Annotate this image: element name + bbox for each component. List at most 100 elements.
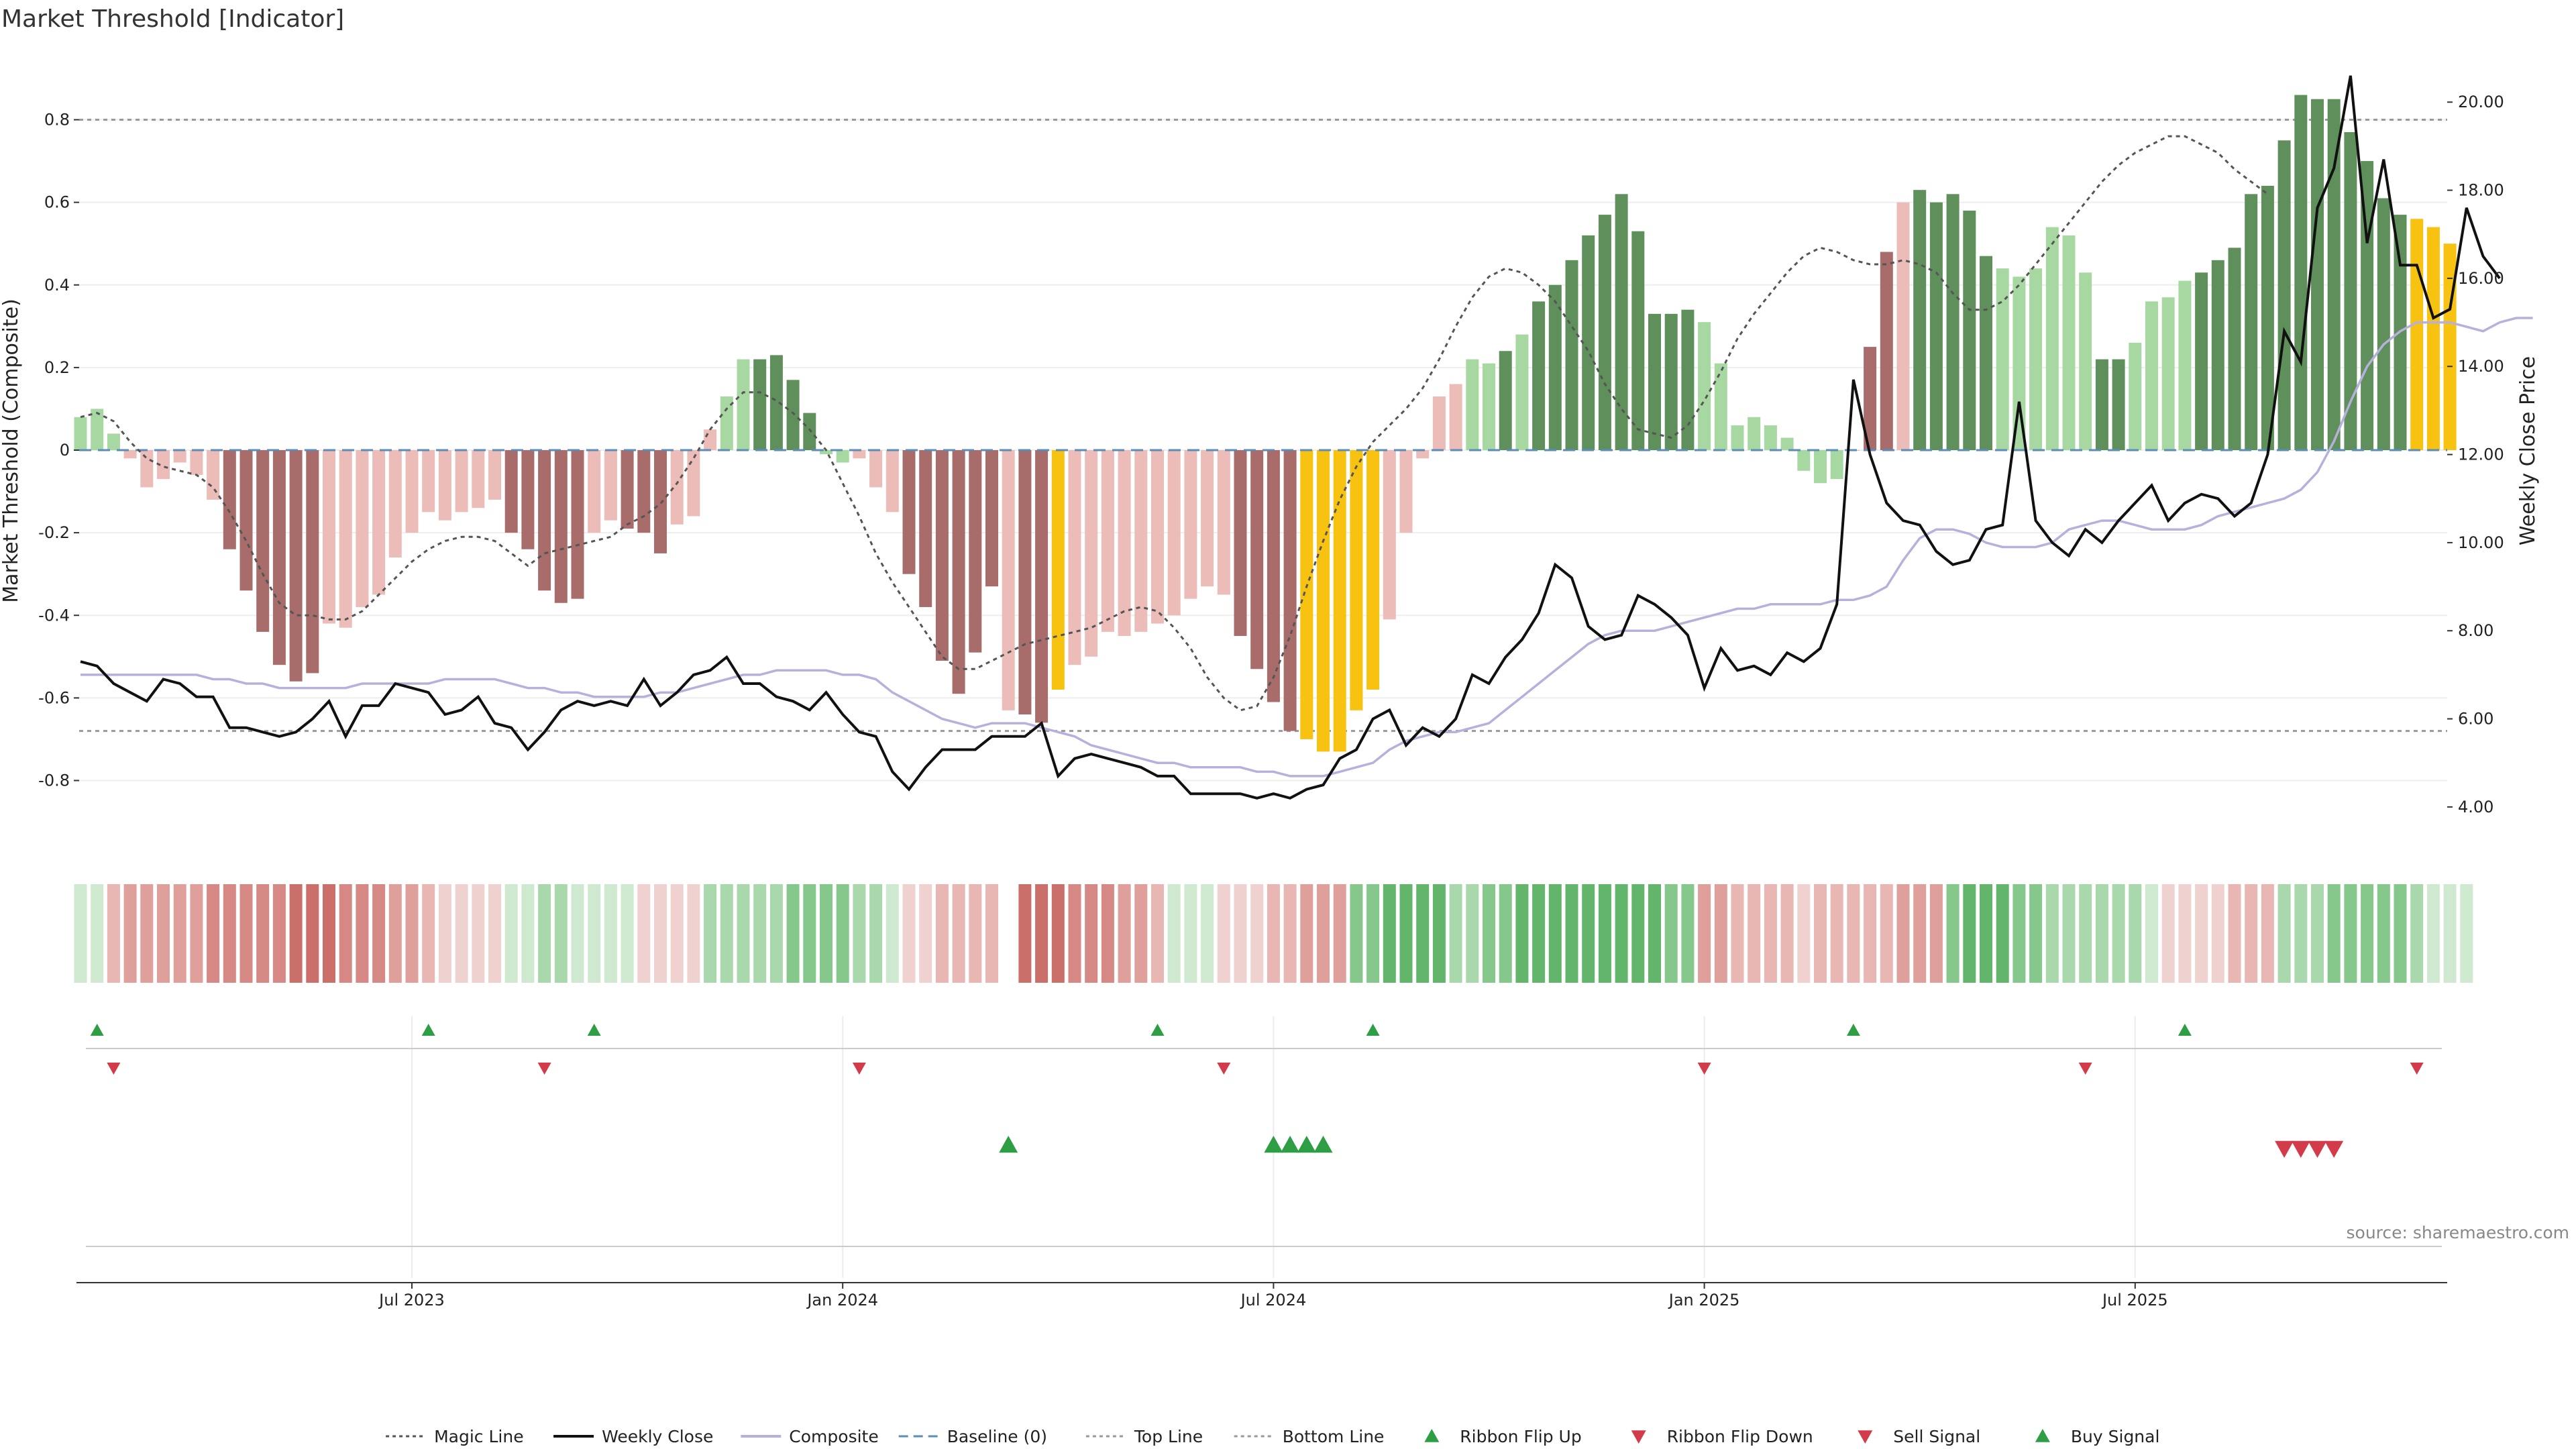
ribbon-cell-53 — [952, 884, 965, 983]
ribbon-cell-98 — [1698, 884, 1711, 983]
ribbon-cell-39 — [720, 884, 733, 983]
legend: Magic Line Weekly Close Composite Baseline … — [386, 1427, 2159, 1446]
ribbon-cell-142 — [2426, 884, 2440, 983]
bar-week-101 — [1748, 417, 1761, 450]
ribbon-cell-34 — [637, 884, 651, 983]
bar-week-55 — [985, 450, 998, 587]
ribbon-cell-77 — [1350, 884, 1363, 983]
ribbon-cell-137 — [2344, 884, 2357, 983]
bar-week-11 — [256, 450, 270, 632]
bar-week-49 — [885, 450, 899, 513]
y-tick-left-4: 0 — [60, 441, 70, 460]
bar-week-61 — [1085, 450, 1098, 657]
ribbon-cell-29 — [554, 884, 568, 983]
ribbon-flip-down-0 — [107, 1063, 121, 1075]
x-tick-label-1: Jan 2024 — [806, 1291, 878, 1309]
ribbon-cell-50 — [902, 884, 916, 983]
bar-week-98 — [1698, 322, 1711, 450]
ribbon-cell-60 — [1068, 884, 1081, 983]
legend-icon-6 — [1424, 1429, 1440, 1442]
bar-week-51 — [919, 450, 932, 607]
ribbon-cell-114 — [1963, 884, 1976, 983]
bar-week-47 — [853, 450, 866, 459]
bar-week-93 — [1615, 194, 1628, 450]
ribbon-flip-down-4 — [1697, 1063, 1711, 1075]
bar-week-102 — [1764, 425, 1777, 450]
y-tick-left-6: 0.4 — [44, 276, 70, 294]
ribbon-cell-143 — [2443, 884, 2457, 983]
bar-week-3 — [123, 450, 137, 459]
ribbon-cell-133 — [2277, 884, 2291, 983]
bar-week-109 — [1880, 252, 1893, 450]
bar-week-37 — [687, 450, 700, 517]
bar-week-30 — [571, 450, 584, 599]
bar-week-41 — [753, 359, 767, 450]
ribbon-cell-97 — [1681, 884, 1695, 983]
ribbon-cell-35 — [654, 884, 667, 983]
ribbon-cell-73 — [1283, 884, 1297, 983]
legend-label-1: Weekly Close — [602, 1427, 713, 1446]
ribbon-cell-37 — [687, 884, 700, 983]
bar-week-104 — [1797, 450, 1811, 471]
ribbon-cell-125 — [2145, 884, 2158, 983]
bar-week-29 — [554, 450, 568, 603]
ribbon-cell-17 — [356, 884, 369, 983]
ribbon-cell-87 — [1515, 884, 1529, 983]
y-tick-left-5: 0.2 — [44, 358, 70, 377]
ribbon-cell-106 — [1830, 884, 1843, 983]
ribbon-cell-95 — [1648, 884, 1661, 983]
legend-label-3: Baseline (0) — [947, 1427, 1047, 1446]
ribbon-cell-66 — [1167, 884, 1181, 983]
bar-week-19 — [388, 450, 402, 558]
ribbon-cell-131 — [2245, 884, 2258, 983]
bar-week-22 — [438, 450, 451, 521]
bar-week-81 — [1416, 450, 1430, 459]
bar-week-44 — [803, 413, 816, 450]
bar-week-8 — [207, 450, 220, 500]
bar-week-133 — [2277, 140, 2291, 450]
ribbon-cell-94 — [1631, 884, 1645, 983]
y-tick-right-1: 6.00 — [2458, 710, 2493, 729]
ribbon-cell-26 — [504, 884, 518, 983]
bar-week-46 — [836, 450, 849, 463]
ribbon-cell-111 — [1913, 884, 1927, 983]
bar-week-82 — [1432, 396, 1446, 450]
ribbon-cell-83 — [1449, 884, 1462, 983]
ribbon-cell-22 — [438, 884, 451, 983]
bar-week-125 — [2145, 301, 2158, 450]
legend-label-4: Top Line — [1134, 1427, 1203, 1446]
bar-week-124 — [2129, 342, 2142, 450]
bar-week-128 — [2195, 272, 2208, 450]
ribbon-cell-31 — [588, 884, 601, 983]
bar-week-85 — [1483, 363, 1495, 450]
bar-week-141 — [2410, 219, 2424, 450]
ribbon-cell-4 — [140, 884, 154, 983]
bar-week-65 — [1151, 450, 1164, 624]
bar-week-136 — [2327, 99, 2341, 450]
ribbon-cell-105 — [1814, 884, 1827, 983]
bar-week-132 — [2261, 186, 2274, 450]
bar-week-114 — [1963, 210, 1976, 450]
bar-week-72 — [1267, 450, 1280, 702]
bar-week-25 — [488, 450, 501, 500]
bar-week-60 — [1068, 450, 1081, 665]
ribbon-cell-101 — [1748, 884, 1761, 983]
bar-week-71 — [1250, 450, 1264, 669]
bar-week-13 — [289, 450, 303, 682]
bar-week-9 — [223, 450, 236, 549]
ribbon-cell-14 — [306, 884, 319, 983]
ribbon-cell-84 — [1466, 884, 1479, 983]
ribbon-cell-43 — [786, 884, 800, 983]
legend-label-8: Sell Signal — [1893, 1427, 1980, 1446]
bar-week-48 — [869, 450, 883, 488]
ribbon-cell-20 — [405, 884, 419, 983]
ribbon-strip — [74, 884, 2473, 983]
ribbon-cell-51 — [919, 884, 932, 983]
ribbon-flip-down-5 — [2078, 1063, 2092, 1075]
bar-week-35 — [654, 450, 667, 553]
bar-week-118 — [2029, 268, 2043, 450]
bar-week-96 — [1664, 313, 1678, 450]
bar-week-68 — [1201, 450, 1214, 587]
bar-week-53 — [952, 450, 965, 694]
ribbon-flip-down-1 — [537, 1063, 551, 1075]
